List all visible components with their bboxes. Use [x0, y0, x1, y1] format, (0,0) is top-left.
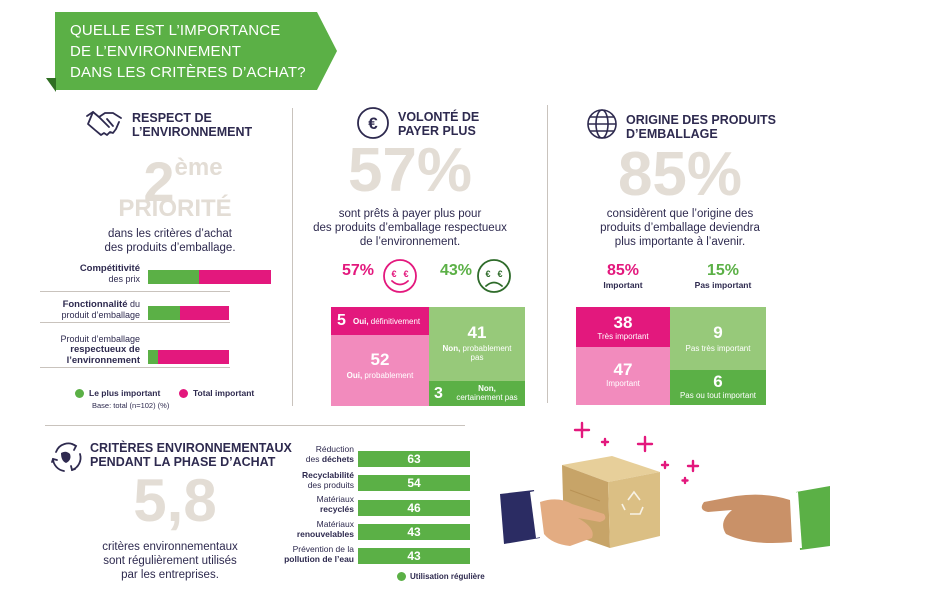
crit-label-dechets: Réduction des déchets — [305, 444, 354, 464]
bar-label-respectueux: Produit d’emballage respectueux de l’envir… — [60, 334, 140, 366]
bar-row-respectueux — [148, 350, 293, 364]
bar-total-important-respectueux — [158, 350, 229, 364]
tile-non-probablement-pas: 41 Non, probablement pas — [429, 307, 525, 381]
hands-box-illustration — [500, 421, 830, 550]
divider — [40, 367, 230, 368]
crit-bar-recyclabilite: 54 — [358, 475, 470, 491]
bar-total-important-fonctionnalite — [180, 306, 229, 320]
respect-description: dans les critères d’achat des produits d’… — [104, 228, 236, 254]
criteres-description: critères environnementaux sont régulièrem… — [102, 541, 238, 581]
tile-tres-important: 38 Très important — [576, 307, 670, 347]
legend-utilisation-reguliere: Utilisation régulière — [410, 572, 485, 581]
divider — [40, 322, 230, 323]
divider — [40, 291, 230, 292]
payer-yes-pct: 57% — [342, 262, 375, 279]
crit-bar-dechets: 63 — [358, 451, 470, 467]
title-banner — [55, 12, 337, 90]
legend-dot-pink — [179, 389, 188, 398]
respect-title: RESPECT DE L’ENVIRONNEMENT — [132, 111, 253, 139]
legend-dot-green — [75, 389, 84, 398]
crit-label-pollution: Prévention de la pollution de l’eau — [284, 544, 354, 564]
crit-bar-pollution: 43 — [358, 548, 470, 564]
respect-rank: 2ème — [143, 150, 223, 213]
tile-oui-definitivement: 5 Oui, définitivement — [331, 307, 429, 335]
origine-important: 85% Important — [603, 262, 643, 290]
origine-description: considèrent que l’origine des produits d’… — [600, 208, 760, 248]
crit-label-recycles: Matériaux recyclés — [316, 494, 354, 514]
globe-icon — [587, 109, 617, 139]
bar-row-prix — [148, 270, 293, 284]
happy-face-icon: € € — [383, 259, 417, 293]
payer-title: VOLONTÉ DE PAYER PLUS — [398, 110, 480, 138]
bar-row-fonctionnalite — [148, 306, 293, 320]
payer-description: sont prêts à payer plus pour des produits… — [313, 208, 507, 248]
divider-vertical — [547, 105, 548, 403]
origine-big-number: 85% — [617, 140, 743, 209]
legend-dot-green — [397, 572, 406, 581]
tile-non-certainement-pas: 3 Non, certainement pas — [429, 381, 525, 406]
svg-text:€: € — [485, 269, 490, 279]
bar-plus-important-prix — [148, 270, 199, 284]
svg-text:€: € — [368, 114, 378, 133]
bar-plus-important-fonctionnalite — [148, 306, 180, 320]
respect-priority-word: PRIORITÉ — [118, 195, 232, 222]
sad-face-icon: € € — [477, 259, 511, 293]
payer-no-pct: 43% — [440, 262, 473, 279]
bar-plus-important-respectueux — [148, 350, 158, 364]
tile-oui-probablement: 52 Oui, probablement — [331, 335, 429, 406]
crit-label-recyclabilite: Recyclabilité des produits — [302, 470, 354, 490]
crit-label-renouvelables: Matériaux renouvelables — [296, 519, 354, 539]
svg-text:€: € — [497, 269, 502, 279]
tile-pas-tres-important: 9 Pas très important — [670, 307, 766, 370]
bar-total-important-prix — [199, 270, 271, 284]
banner-fold — [46, 78, 56, 92]
criteres-title: CRITÈRES ENVIRONNEMENTAUX PENDANT LA PHAS… — [90, 441, 292, 469]
base-note: Base: total (n=102) (%) — [92, 401, 170, 410]
payer-big-number: 57% — [347, 136, 473, 205]
euro-coin-icon: € — [357, 107, 389, 139]
handshake-icon — [86, 111, 122, 136]
banner-title: QUELLE EST L’IMPORTANCE DE L’ENVIRONNEME… — [70, 22, 306, 81]
bar-label-prix: Compétitivité des prix — [79, 263, 140, 285]
crit-bar-recycles: 46 — [358, 500, 470, 516]
bar-label-fonctionnalite: Fonctionnalité du produit d’emballage — [61, 299, 140, 320]
tile-pas-du-tout-important: 6 Pas ou tout important — [670, 370, 766, 405]
origine-title: ORIGINE DES PRODUITS D’EMBALLAGE — [626, 113, 777, 141]
tile-important: 47 Important — [576, 347, 670, 405]
svg-text:€: € — [391, 269, 396, 279]
divider — [45, 425, 465, 426]
recycle-globe-icon — [51, 442, 82, 472]
divider-vertical — [292, 108, 293, 406]
crit-bar-renouvelables: 43 — [358, 524, 470, 540]
legend-plus-important: Le plus important — [89, 388, 161, 398]
criteres-big-number: 5,8 — [133, 467, 217, 534]
svg-text:€: € — [403, 269, 408, 279]
origine-pas-important: 15% Pas important — [694, 262, 752, 290]
legend-total-important: Total important — [193, 388, 255, 398]
